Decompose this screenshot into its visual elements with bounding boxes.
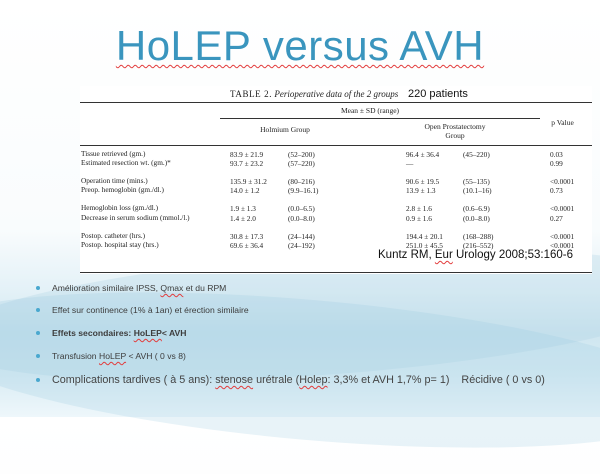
table-row: Postop. hospital stay (hrs.) 69.6 ± 36.4 (… — [80, 239, 592, 259]
open-range: (216–552) — [463, 240, 494, 250]
open-range: (168–288) — [463, 231, 494, 241]
table-row: Preop. hemoglobin (gm./dl.) 14.0 ± 1.2 (9.… — [80, 186, 592, 204]
open-mean: 2.8 ± 1.6 — [406, 204, 432, 214]
row-label: Decrease in serum sodium (mmol./l.) — [81, 212, 190, 222]
bullet-dot-icon — [36, 354, 40, 358]
open-mean: 13.9 ± 1.3 — [406, 186, 436, 196]
row-label: Tissue retrieved (gm.) — [81, 149, 146, 158]
p-value: <0.0001 — [550, 240, 575, 250]
holmium-mean: 135.9 ± 31.2 — [230, 177, 267, 187]
bullet-dot-icon — [36, 286, 40, 290]
p-value: 0.99 — [550, 159, 563, 169]
row-label: Preop. hemoglobin (gm./dl.) — [81, 185, 164, 195]
table-row: Operation time (mins.) 135.9 ± 31.2 (80–21… — [80, 176, 592, 187]
holmium-mean: 14.0 ± 1.2 — [230, 186, 260, 196]
holmium-mean: 83.9 ± 21.9 — [230, 150, 264, 159]
holmium-mean: 1.9 ± 1.3 — [230, 204, 256, 214]
open-range: (45–220) — [463, 150, 490, 159]
row-label: Operation time (mins.) — [81, 176, 148, 186]
holmium-mean: 30.8 ± 17.3 — [230, 231, 264, 241]
holmium-range: (0.0–6.5) — [288, 204, 315, 214]
header-p-value: p Value — [551, 118, 574, 127]
holmium-range: (9.9–16.1) — [288, 186, 319, 196]
holmium-mean: 69.6 ± 36.4 — [230, 240, 264, 250]
table-rule — [80, 272, 592, 273]
slide-title: HoLEP versus AVH — [115, 22, 485, 69]
open-range: (55–135) — [463, 177, 490, 187]
holmium-mean: 1.4 ± 2.0 — [230, 213, 256, 223]
table-row: Tissue retrieved (gm.) 83.9 ± 21.9 (52–200… — [80, 149, 592, 159]
header-open-prostatectomy: Open Prostatectomy Group — [424, 122, 486, 140]
p-value: <0.0001 — [550, 204, 575, 214]
open-mean: 194.4 ± 20.1 — [406, 231, 443, 241]
row-label: Hemoglobin loss (gm./dl.) — [81, 203, 159, 213]
open-mean: 0.9 ± 1.6 — [406, 213, 432, 223]
perioperative-table: TABLE 2. Perioperative data of the 2 gro… — [80, 86, 592, 274]
holmium-mean: 93.7 ± 23.2 — [230, 159, 264, 169]
table-row: Estimated resection wt. (gm.)* 93.7 ± 23.… — [80, 159, 592, 177]
patients-note: 220 patients — [408, 88, 468, 100]
holmium-range: (80–216) — [288, 177, 315, 187]
holmium-range: (24–144) — [288, 231, 315, 241]
header-mean-sd: Mean ± SD (range) — [340, 106, 400, 115]
table-row: Hemoglobin loss (gm./dl.) 1.9 ± 1.3 (0.0–6… — [80, 203, 592, 214]
holmium-range: (52–200) — [288, 150, 315, 159]
table-body: Tissue retrieved (gm.) 83.9 ± 21.9 (52–200… — [80, 149, 592, 259]
row-label: Postop. catheter (hrs.) — [81, 230, 146, 240]
table-row: Postop. catheter (hrs.) 30.8 ± 17.3 (24–14… — [80, 230, 592, 241]
holmium-range: (24–192) — [288, 240, 315, 250]
open-range: (0.0–8.0) — [463, 213, 490, 223]
table-rule — [220, 118, 540, 119]
open-range: (0.6–6.9) — [463, 204, 490, 214]
table-rule — [80, 102, 592, 103]
holmium-range: (0.0–8.0) — [288, 213, 315, 223]
bullet-dot-icon — [36, 378, 40, 382]
open-range: (10.1–16) — [463, 186, 492, 196]
bullet-dot-icon — [36, 331, 40, 335]
row-label: Postop. hospital stay (hrs.) — [81, 239, 159, 249]
p-value: 0.03 — [550, 150, 563, 159]
header-holmium: Holmium Group — [260, 125, 310, 134]
p-value: <0.0001 — [550, 231, 575, 241]
bullet-dot-icon — [36, 308, 40, 312]
open-mean: 251.0 ± 45.5 — [406, 240, 443, 250]
p-value: 0.27 — [550, 213, 563, 223]
p-value: <0.0001 — [550, 177, 575, 187]
open-mean: 96.4 ± 36.4 — [406, 150, 440, 159]
table-rule — [80, 145, 592, 146]
table-row: Decrease in serum sodium (mmol./l.) 1.4 ±… — [80, 212, 592, 232]
p-value: 0.73 — [550, 186, 563, 196]
open-mean: — — [406, 159, 414, 169]
row-label: Estimated resection wt. (gm.)* — [81, 158, 171, 168]
table-caption: TABLE 2. Perioperative data of the 2 gro… — [230, 89, 399, 99]
open-mean: 90.6 ± 19.5 — [406, 177, 440, 187]
citation: Kuntz RM, Eur Urology 2008;53:160-6 — [378, 249, 573, 261]
holmium-range: (57–220) — [288, 159, 315, 169]
